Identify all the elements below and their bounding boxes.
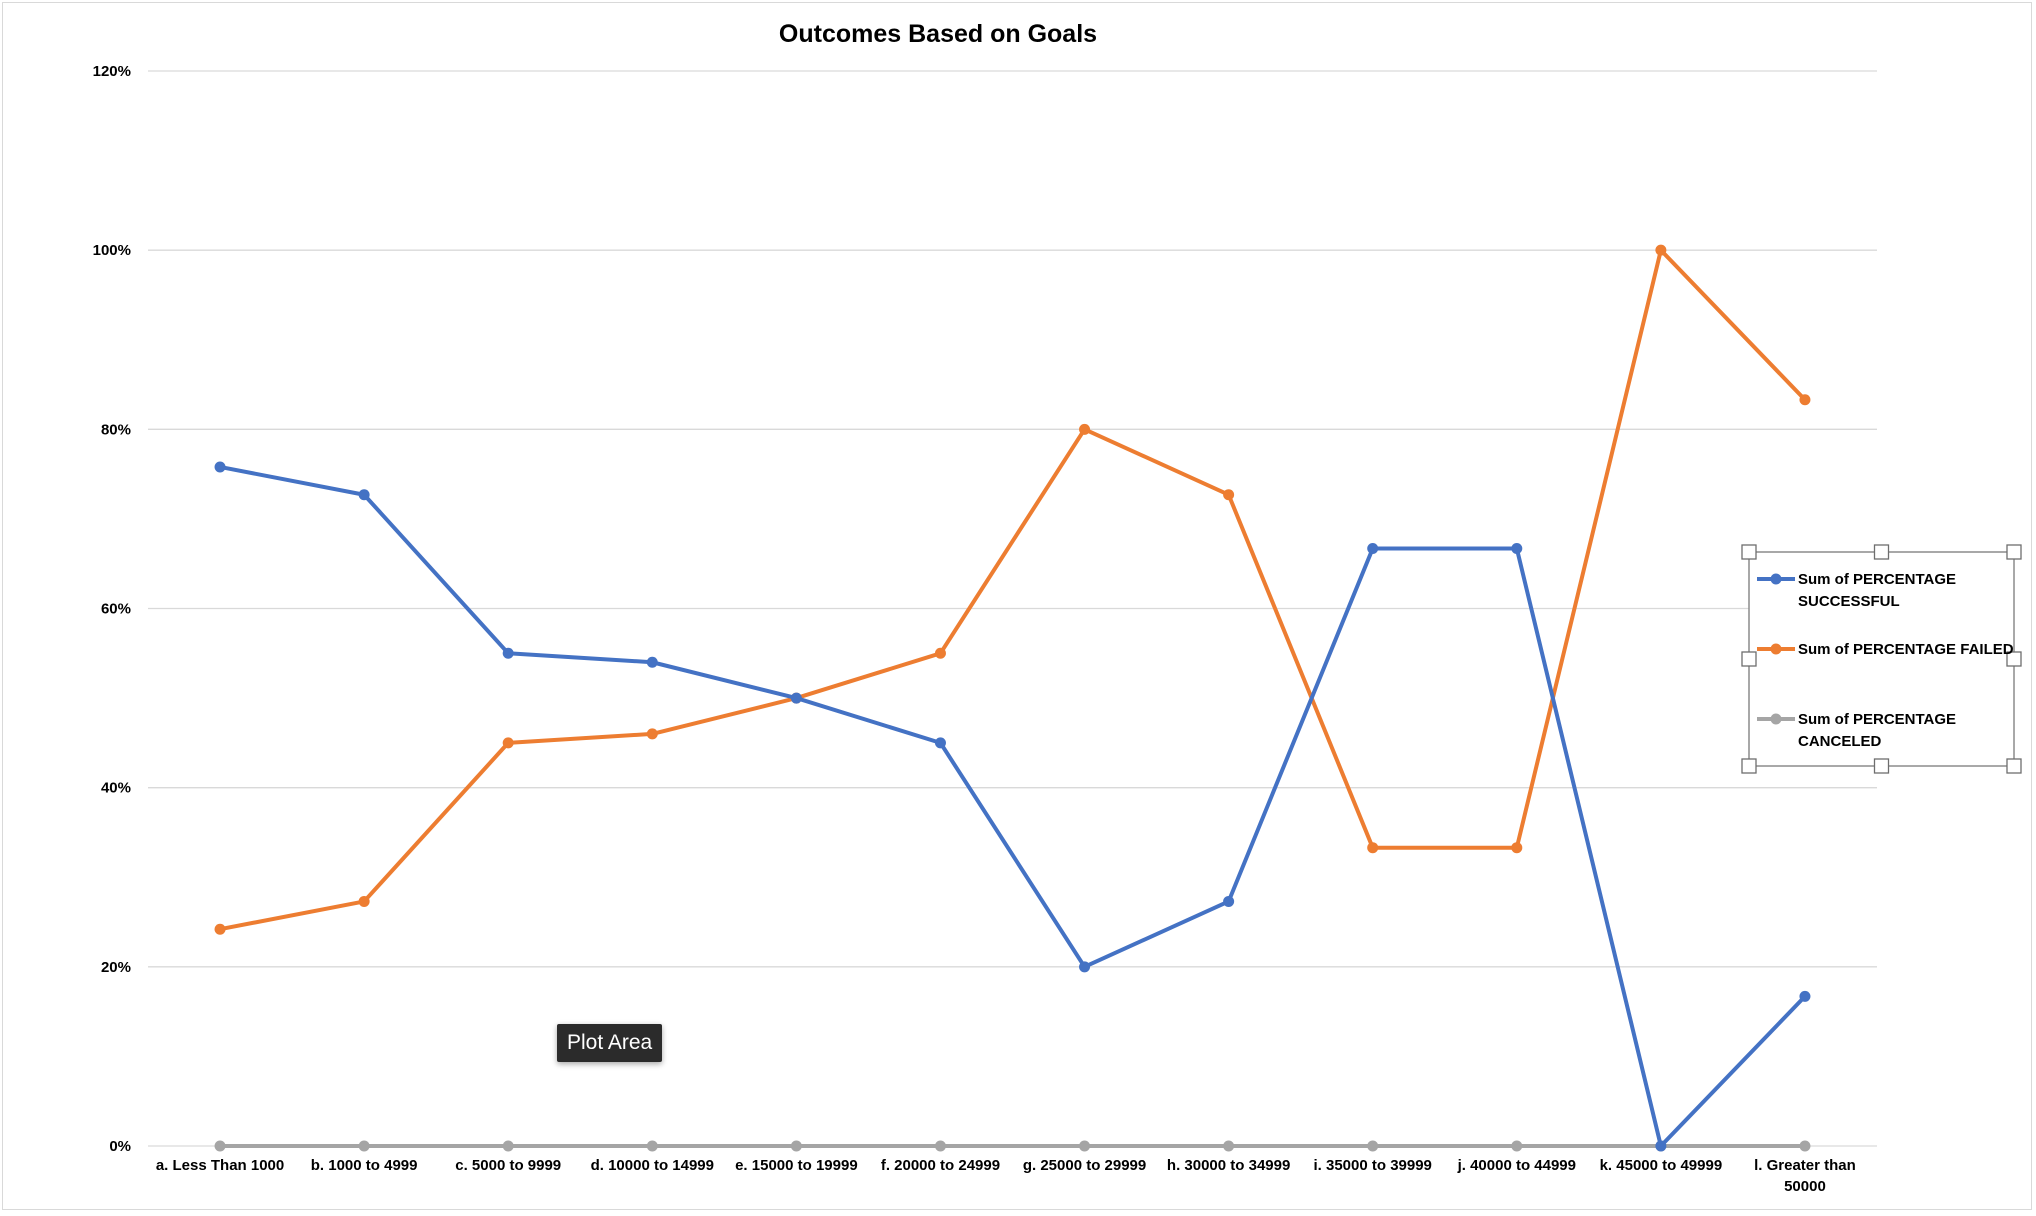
x-tick-label: j. 40000 to 44999: [1457, 1157, 1576, 1174]
data-point[interactable]: [1799, 394, 1811, 406]
resize-handle[interactable]: [2006, 544, 2022, 560]
y-axis-labels[interactable]: 0% 20% 40% 60% 80% 100% 120%: [93, 63, 131, 1155]
data-point[interactable]: [502, 1140, 514, 1152]
data-point[interactable]: [358, 895, 370, 907]
chart-title[interactable]: Outcomes Based on Goals: [779, 20, 1097, 48]
y-tick-label: 20%: [101, 959, 131, 976]
data-point[interactable]: [934, 737, 946, 749]
x-tick-label: h. 30000 to 34999: [1167, 1157, 1290, 1174]
data-point[interactable]: [502, 737, 514, 749]
data-point[interactable]: [214, 1140, 226, 1152]
series-line-2[interactable]: [214, 244, 1811, 935]
data-point[interactable]: [646, 656, 658, 668]
data-point[interactable]: [1511, 842, 1523, 854]
y-tick-label: 60%: [101, 601, 131, 618]
data-point[interactable]: [214, 461, 226, 473]
y-tick-label: 120%: [93, 63, 131, 80]
y-tick-label: 0%: [109, 1138, 131, 1155]
y-tick-label: 40%: [101, 780, 131, 797]
x-tick-label: d. 10000 to 14999: [591, 1157, 714, 1174]
data-point[interactable]: [1079, 961, 1091, 973]
data-point[interactable]: [1655, 244, 1667, 256]
x-tick-label: a. Less Than 1000: [156, 1157, 284, 1174]
data-point[interactable]: [1223, 895, 1235, 907]
gridlines: [148, 70, 1877, 1147]
x-tick-label: g. 25000 to 29999: [1023, 1157, 1146, 1174]
legend-label: Sum of PERCENTAGE FAILED: [1798, 641, 2014, 658]
data-point[interactable]: [502, 647, 514, 659]
series-path[interactable]: [219, 248, 1807, 932]
data-point[interactable]: [1511, 542, 1523, 554]
series-line-1[interactable]: [214, 461, 1811, 1152]
legend-swatch-marker: [1770, 713, 1782, 725]
data-point[interactable]: [358, 1140, 370, 1152]
legend-label: Sum of PERCENTAGE CANCELED: [1798, 711, 1956, 750]
x-tick-label: f. 20000 to 24999: [881, 1157, 1000, 1174]
legend-entry-3[interactable]: Sum of PERCENTAGE CANCELED: [1757, 711, 1956, 750]
legend-swatch-marker: [1770, 573, 1782, 585]
data-point[interactable]: [214, 923, 226, 935]
data-point[interactable]: [1799, 1140, 1811, 1152]
resize-handle[interactable]: [2006, 651, 2022, 667]
data-point[interactable]: [1655, 1140, 1667, 1152]
resize-handle[interactable]: [1741, 544, 1757, 560]
legend-box[interactable]: [1748, 551, 2015, 767]
data-point[interactable]: [934, 647, 946, 659]
legend-label: Sum of PERCENTAGE SUCCESSFUL: [1798, 571, 1956, 610]
y-tick-label: 80%: [101, 421, 131, 438]
legend-swatch-marker: [1770, 643, 1782, 655]
legend-entry-1[interactable]: Sum of PERCENTAGE SUCCESSFUL: [1757, 571, 1956, 610]
legend[interactable]: Sum of PERCENTAGE SUCCESSFUL Sum of PERCEN…: [1741, 544, 2022, 774]
resize-handle[interactable]: [1741, 651, 1757, 667]
plot-area-tooltip: Plot Area: [557, 1024, 663, 1062]
series-path[interactable]: [219, 464, 1807, 1148]
data-point[interactable]: [790, 692, 802, 704]
data-point[interactable]: [1367, 1140, 1379, 1152]
data-point[interactable]: [358, 489, 370, 501]
data-point[interactable]: [646, 1140, 658, 1152]
data-point[interactable]: [1079, 1140, 1091, 1152]
data-point[interactable]: [790, 1140, 802, 1152]
x-tick-label: b. 1000 to 4999: [311, 1157, 418, 1174]
resize-handle[interactable]: [1741, 758, 1757, 774]
resize-handle[interactable]: [1873, 544, 1890, 560]
data-point[interactable]: [1223, 489, 1235, 501]
plot-area[interactable]: [214, 244, 1811, 1152]
data-point[interactable]: [1799, 990, 1811, 1002]
data-point[interactable]: [1367, 542, 1379, 554]
x-tick-label: i. 35000 to 39999: [1313, 1157, 1431, 1174]
data-point[interactable]: [1079, 423, 1091, 435]
x-tick-label: l. Greater than 50000: [1754, 1157, 1856, 1195]
series-line-3[interactable]: [214, 1140, 1811, 1152]
legend-entry-2[interactable]: Sum of PERCENTAGE FAILED: [1757, 641, 2014, 658]
data-point[interactable]: [1511, 1140, 1523, 1152]
data-point[interactable]: [1367, 842, 1379, 854]
data-point[interactable]: [646, 728, 658, 740]
x-axis-labels[interactable]: a. Less Than 1000 b. 1000 to 4999 c. 5000 …: [156, 1157, 1856, 1195]
resize-handle[interactable]: [1873, 758, 1890, 774]
resize-handle[interactable]: [2006, 758, 2022, 774]
x-tick-label: k. 45000 to 49999: [1600, 1157, 1723, 1174]
x-tick-label: e. 15000 to 19999: [735, 1157, 858, 1174]
data-point[interactable]: [1223, 1140, 1235, 1152]
data-point[interactable]: [934, 1140, 946, 1152]
y-tick-label: 100%: [93, 242, 131, 259]
x-tick-label: c. 5000 to 9999: [455, 1157, 561, 1174]
